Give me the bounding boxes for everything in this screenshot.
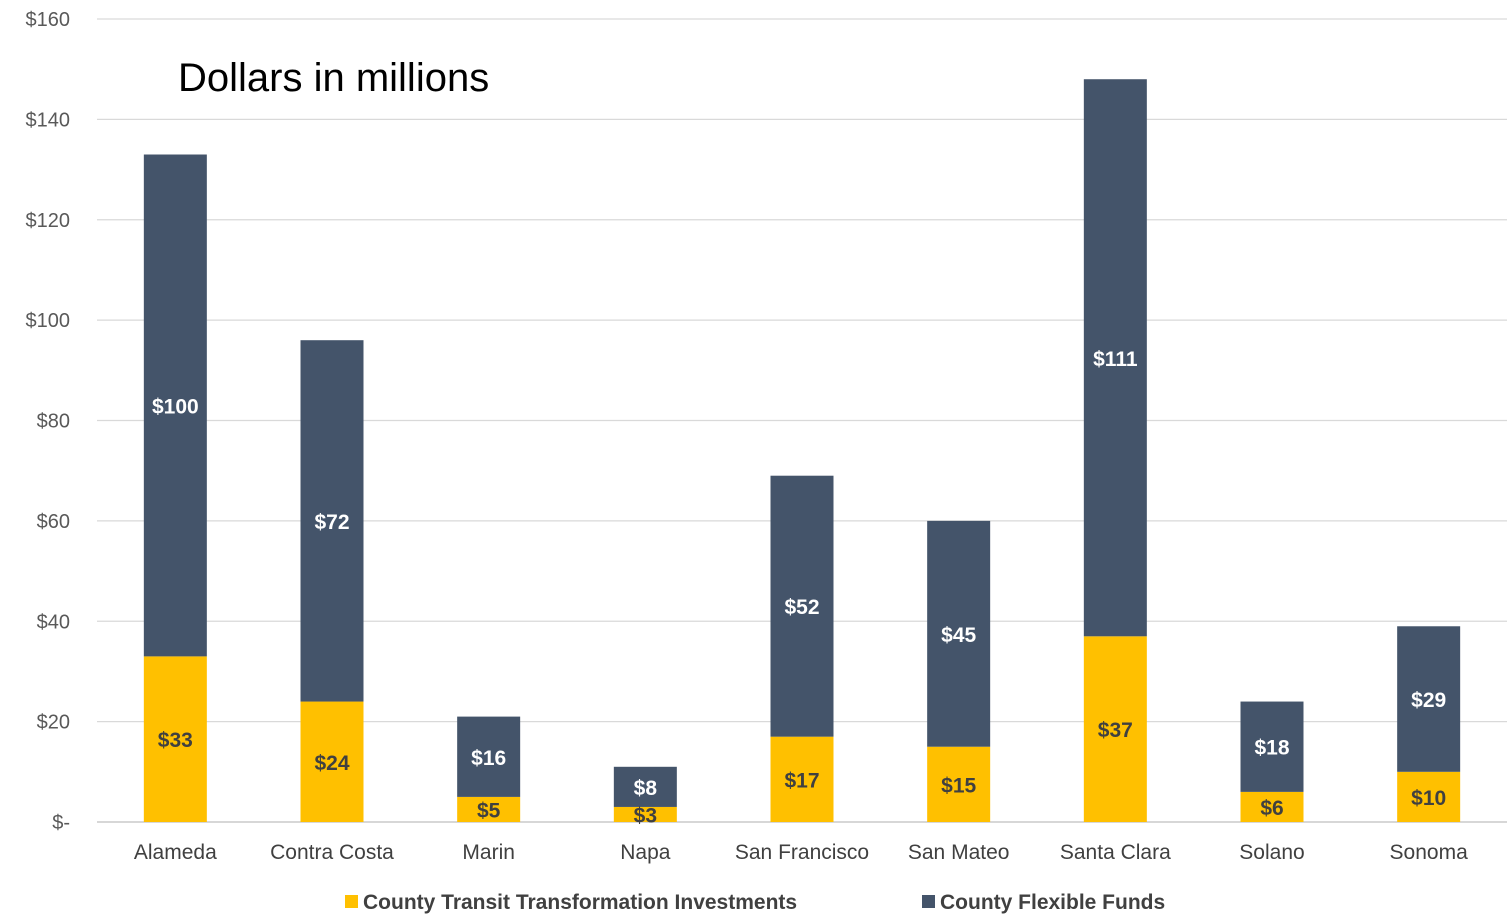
- legend: County Transit Transformation Investment…: [345, 891, 1165, 914]
- bar-flexible-funds: [770, 475, 834, 737]
- bar-flexible-funds: [927, 520, 991, 747]
- y-tick-label: $60: [37, 511, 70, 533]
- data-label: $15: [941, 774, 976, 797]
- y-tick-label: $80: [37, 411, 70, 433]
- x-category-label: San Mateo: [908, 841, 1010, 864]
- data-label: $52: [784, 596, 819, 619]
- data-label: $5: [477, 799, 501, 822]
- bar-flexible-funds: [1083, 79, 1147, 637]
- y-tick-label: $140: [26, 109, 71, 131]
- bar-flexible-funds: [1397, 626, 1461, 772]
- data-label: $37: [1098, 719, 1133, 742]
- bar-transit-investments: [613, 806, 677, 822]
- legend-swatch: [345, 895, 358, 908]
- x-category-label: Contra Costa: [270, 841, 394, 864]
- data-label: $3: [634, 804, 657, 827]
- data-label: $17: [784, 769, 819, 792]
- bar-transit-investments: [770, 736, 834, 822]
- x-category-label: Sonoma: [1390, 841, 1469, 864]
- bar-transit-investments: [927, 746, 991, 822]
- x-category-label: San Francisco: [735, 841, 869, 864]
- bar-transit-investments: [300, 701, 364, 822]
- bar-flexible-funds: [1240, 701, 1304, 792]
- x-category-label: Solano: [1239, 841, 1304, 864]
- chart-title: Dollars in millions: [178, 56, 489, 100]
- data-label: $45: [941, 624, 976, 647]
- y-axis: $- $20 $40 $60 $80 $100 $120 $140 $160: [26, 9, 71, 834]
- data-label: $10: [1411, 787, 1446, 810]
- y-tick-label: $40: [37, 611, 70, 633]
- data-label: $29: [1411, 689, 1446, 712]
- bar-transit-investments: [1397, 771, 1461, 822]
- data-labels: $33 $100 $24 $72 $5 $16 $3 $8 $17 $52 $15 $45 $37 $11…: [152, 348, 1446, 828]
- data-label: $33: [158, 729, 193, 752]
- data-label: $16: [471, 747, 506, 770]
- bar-transit-investments: [457, 796, 521, 822]
- data-label: $100: [152, 395, 199, 418]
- y-tick-label: $20: [37, 712, 70, 734]
- legend-label: County Flexible Funds: [940, 891, 1165, 914]
- data-label: $111: [1093, 348, 1138, 371]
- data-label: $8: [634, 777, 658, 800]
- legend-swatch: [922, 895, 935, 908]
- y-tick-label: $100: [26, 310, 71, 332]
- data-label: $18: [1254, 737, 1289, 760]
- y-tick-label: $160: [26, 9, 71, 31]
- y-tick-label: $120: [26, 210, 71, 232]
- bar-flexible-funds: [143, 154, 207, 657]
- bar-flexible-funds: [300, 340, 364, 702]
- bar-flexible-funds: [613, 766, 677, 807]
- bars: [143, 79, 1461, 822]
- data-label: $24: [314, 752, 349, 775]
- bar-transit-investments: [143, 656, 207, 822]
- legend-label: County Transit Transformation Investment…: [363, 891, 797, 914]
- x-category-label: Napa: [620, 841, 671, 864]
- x-axis: Alameda Contra Costa Marin Napa San Francisc…: [134, 841, 1468, 864]
- data-label: $6: [1260, 797, 1283, 820]
- data-label: $72: [314, 511, 349, 534]
- x-category-label: Alameda: [134, 841, 217, 864]
- bar-transit-investments: [1240, 791, 1304, 822]
- y-tick-label: $-: [52, 812, 70, 834]
- bar-transit-investments: [1083, 636, 1147, 822]
- x-category-label: Santa Clara: [1060, 841, 1171, 864]
- bar-flexible-funds: [457, 716, 521, 797]
- x-category-label: Marin: [462, 841, 515, 864]
